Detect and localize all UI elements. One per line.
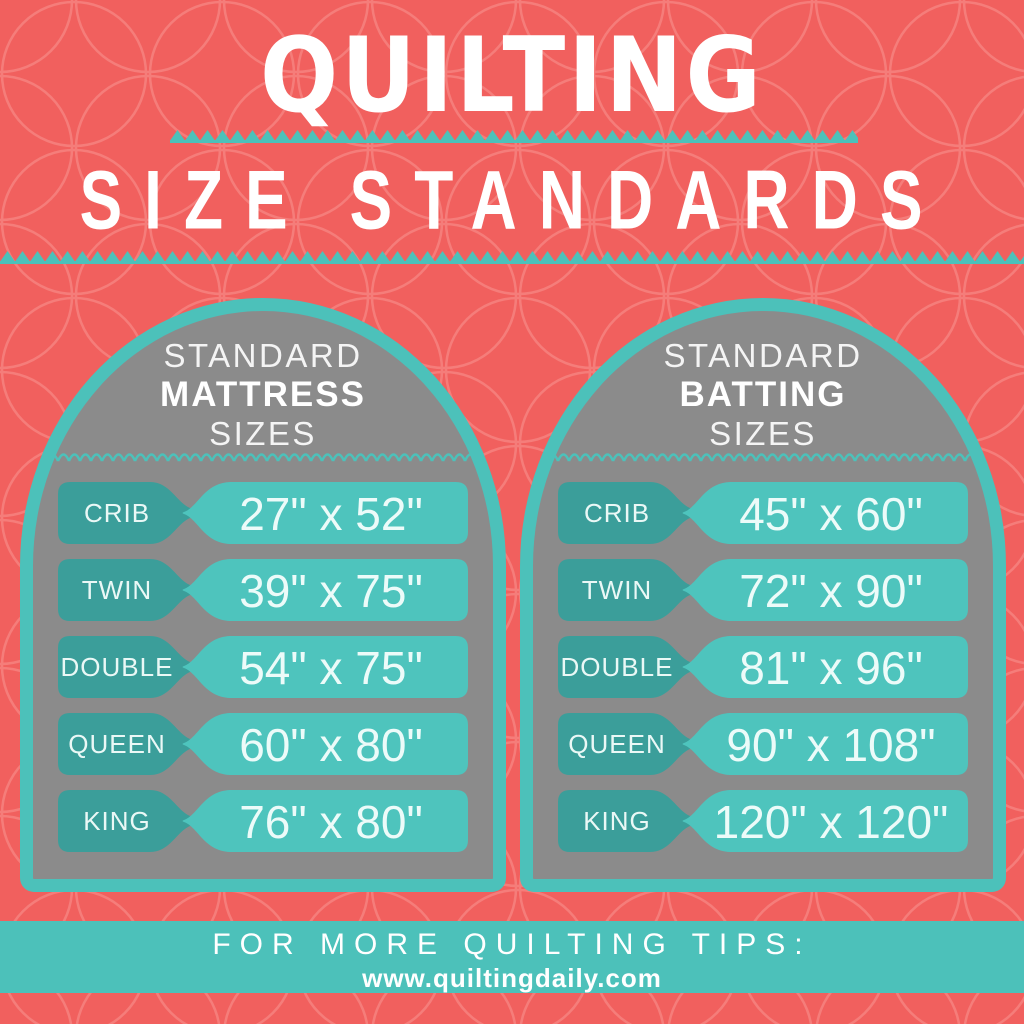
size-value: 45" x 60": [739, 488, 923, 540]
panel-header: STANDARD MATTRESS SIZES: [33, 337, 493, 453]
size-value: 72" x 90": [739, 565, 923, 617]
size-value: 120" x 120": [713, 796, 949, 848]
panel-header-line1: STANDARD: [163, 337, 363, 374]
panel-header-line2: BATTING: [679, 375, 847, 414]
size-value: 54" x 75": [239, 642, 423, 694]
size-value: 76" x 80": [239, 796, 423, 848]
size-row-crib: CRIB 27" x 52": [58, 482, 468, 544]
size-row-twin: TWIN 72" x 90": [558, 559, 968, 621]
triangle-divider-icon: [0, 251, 1024, 264]
batting-sizes-panel: STANDARD BATTING SIZES CRIB 45" x 60" TW…: [520, 298, 1006, 892]
size-row-twin: TWIN 39" x 75": [58, 559, 468, 621]
wave-divider-icon: [47, 452, 479, 463]
size-label: QUEEN: [568, 729, 666, 759]
page-title: QUILTING: [259, 16, 765, 136]
size-value: 27" x 52": [239, 488, 423, 540]
size-label: KING: [583, 806, 651, 836]
panel-header-line3: SIZES: [209, 415, 317, 452]
website-link[interactable]: www.quiltingdaily.com: [362, 963, 662, 993]
footer-band: FOR MORE QUILTING TIPS: www.quiltingdail…: [0, 921, 1024, 993]
size-row-queen: QUEEN 60" x 80": [58, 713, 468, 775]
panel-header: STANDARD BATTING SIZES: [533, 337, 993, 453]
triangle-divider-icon: [170, 130, 858, 143]
page-subtitle: SIZE STANDARDS: [79, 153, 945, 247]
size-row-double: DOUBLE 54" x 75": [58, 636, 468, 698]
size-label: DOUBLE: [60, 652, 174, 682]
size-label: TWIN: [81, 575, 153, 605]
panel-header-line1: STANDARD: [663, 337, 863, 374]
size-row-king: KING 76" x 80": [58, 790, 468, 852]
size-value: 81" x 96": [739, 642, 923, 694]
size-label: CRIB: [83, 498, 151, 528]
size-row-king: KING 120" x 120": [558, 790, 968, 852]
panel-header-line3: SIZES: [709, 415, 817, 452]
footer-tagline: FOR MORE QUILTING TIPS:: [212, 928, 812, 961]
wave-divider-icon: [547, 452, 979, 463]
panel-header-line2: MATTRESS: [160, 375, 366, 414]
size-value: 60" x 80": [239, 719, 423, 771]
size-row-double: DOUBLE 81" x 96": [558, 636, 968, 698]
size-label: KING: [83, 806, 151, 836]
size-label: CRIB: [583, 498, 651, 528]
size-row-queen: QUEEN 90" x 108": [558, 713, 968, 775]
size-row-crib: CRIB 45" x 60": [558, 482, 968, 544]
size-value: 90" x 108": [726, 719, 936, 771]
size-label: TWIN: [581, 575, 653, 605]
size-label: DOUBLE: [560, 652, 674, 682]
mattress-sizes-panel: STANDARD MATTRESS SIZES CRIB 27" x 52" T…: [20, 298, 506, 892]
size-value: 39" x 75": [239, 565, 423, 617]
size-label: QUEEN: [68, 729, 166, 759]
